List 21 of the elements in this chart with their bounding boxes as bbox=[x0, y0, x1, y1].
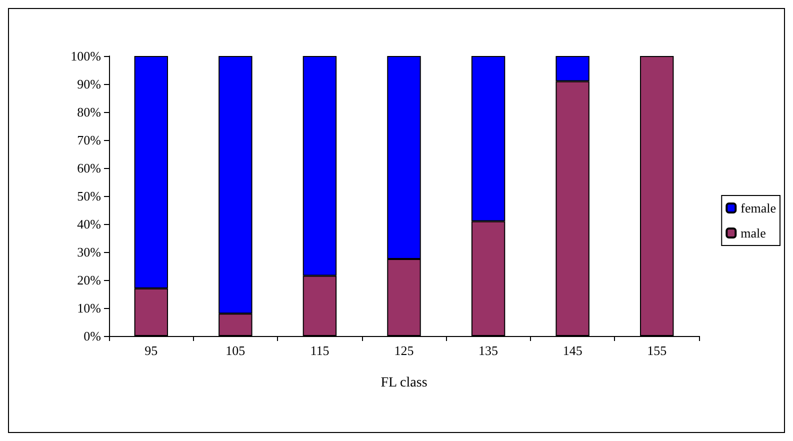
legend-label: female bbox=[740, 200, 776, 216]
y-tick-label: 10% bbox=[77, 300, 102, 316]
x-tick-label: 125 bbox=[394, 343, 414, 358]
x-tick-label: 135 bbox=[478, 343, 498, 358]
x-tick-label: 95 bbox=[144, 343, 158, 358]
y-tick-label: 70% bbox=[77, 132, 102, 148]
y-tick-label: 100% bbox=[70, 48, 102, 64]
legend-label: male bbox=[740, 226, 766, 240]
x-axis-title: FL class bbox=[380, 376, 428, 390]
y-tick-label: 0% bbox=[84, 328, 102, 344]
x-tick-label: 105 bbox=[226, 343, 246, 358]
y-tick-label: 80% bbox=[77, 104, 102, 120]
y-tick-label: 50% bbox=[77, 188, 102, 204]
x-tick-label: 115 bbox=[310, 343, 330, 358]
x-tick-label: 155 bbox=[647, 343, 667, 358]
y-tick-label: 20% bbox=[77, 272, 102, 288]
y-tick-label: 30% bbox=[77, 244, 102, 260]
x-tick-label: 145 bbox=[562, 343, 582, 358]
y-tick-label: 90% bbox=[77, 76, 102, 92]
y-tick-label: 40% bbox=[77, 216, 102, 232]
y-tick-label: 60% bbox=[77, 160, 102, 176]
